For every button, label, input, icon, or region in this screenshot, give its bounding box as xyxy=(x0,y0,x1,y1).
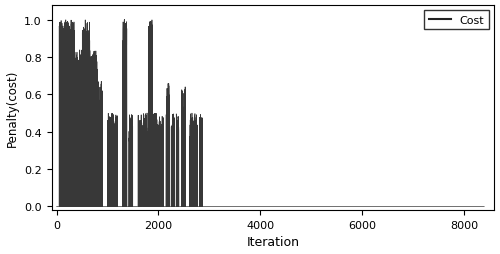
Y-axis label: Penalty(cost): Penalty(cost) xyxy=(6,69,18,147)
X-axis label: Iteration: Iteration xyxy=(246,235,300,248)
Legend: Cost: Cost xyxy=(424,11,489,30)
